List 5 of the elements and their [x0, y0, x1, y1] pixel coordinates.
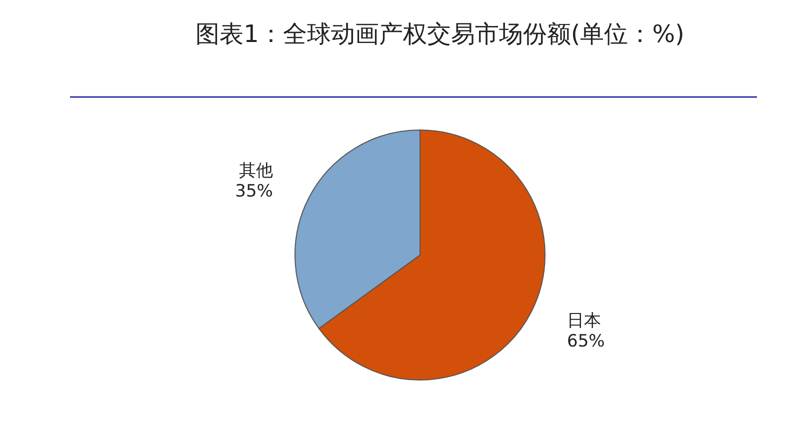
slice-label: 其他: [238, 161, 273, 182]
slice-label: 日本: [567, 310, 602, 331]
data-label: 65%: [567, 331, 605, 352]
data-label: 35%: [235, 181, 273, 202]
chart-title: 图表1：全球动画产权交易市场份额(单位：%): [196, 20, 684, 48]
